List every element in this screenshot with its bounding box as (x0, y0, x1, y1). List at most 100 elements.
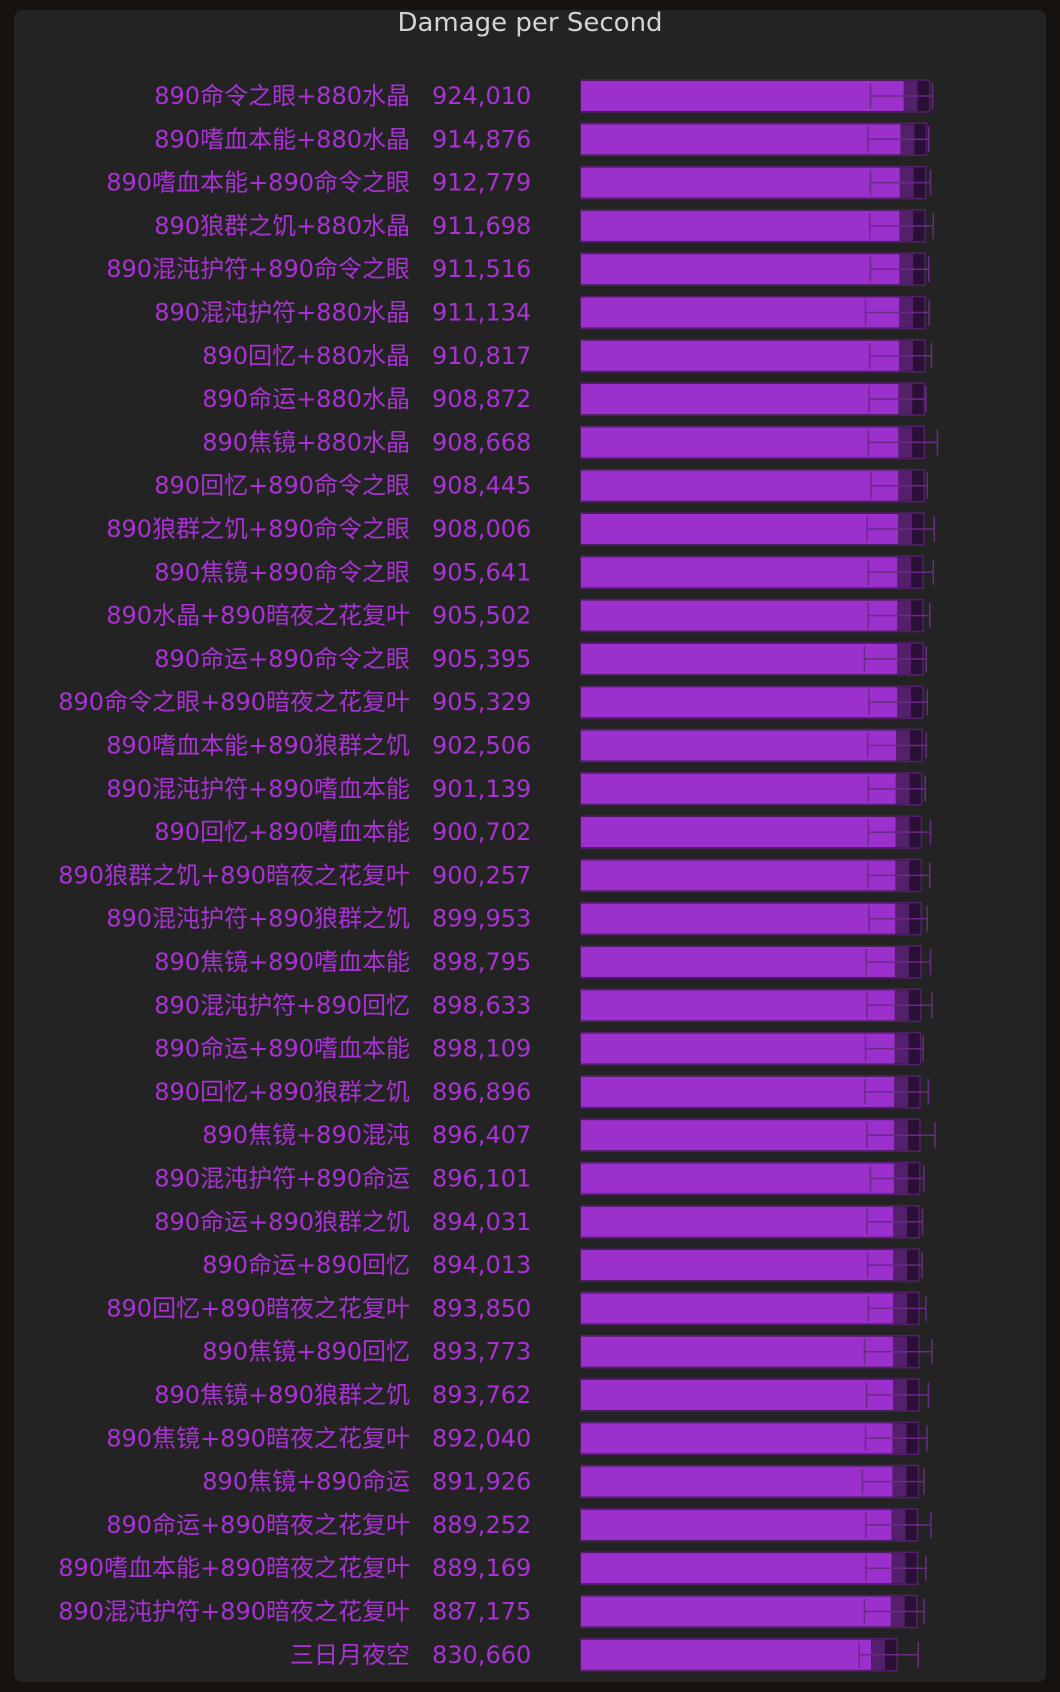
bar-row: 890嗜血本能+890暗夜之花复叶 889,169 (58, 1551, 927, 1585)
bar-row: 890回忆+890命令之眼 908,445 (154, 468, 929, 503)
value-label: 893,850 (432, 1294, 531, 1322)
bar-row: 890混沌护符+890命令之眼 911,516 (106, 252, 930, 286)
bar-row: 890狼群之饥+890暗夜之花复叶 900,257 (58, 858, 931, 893)
bar-row: 890焦镜+890命令之眼 905,641 (154, 555, 935, 590)
category-label: 890混沌护符+890暗夜之花复叶 (58, 1598, 410, 1626)
bar-row: 890水晶+890暗夜之花复叶 905,502 (106, 598, 931, 633)
value-label: 911,134 (432, 299, 531, 327)
value-label: 893,762 (432, 1381, 531, 1409)
bar (581, 817, 896, 848)
bar (581, 427, 899, 458)
bar-row: 890命运+890回忆 894,013 (202, 1248, 923, 1282)
bar-row: 890焦镜+890狼群之饥 893,762 (154, 1378, 930, 1412)
value-label: 905,395 (432, 645, 531, 673)
bar (581, 947, 895, 977)
category-label: 890焦镜+890命令之眼 (154, 558, 410, 586)
bar (581, 1466, 893, 1497)
bar-row: 890狼群之饥+890命令之眼 908,006 (106, 512, 936, 546)
value-label: 910,817 (432, 342, 531, 370)
bar (581, 990, 895, 1021)
category-label: 890混沌护符+890命运 (154, 1165, 410, 1193)
bar-row: 890混沌护符+890回忆 898,633 (154, 988, 933, 1023)
bar (581, 210, 900, 241)
value-label: 892,040 (432, 1424, 531, 1452)
category-label: 890焦镜+890回忆 (202, 1338, 410, 1366)
bar-row: 890焦镜+890嗜血本能 898,795 (154, 945, 932, 979)
bar (581, 1120, 894, 1151)
category-label: 890混沌护符+890回忆 (154, 991, 410, 1019)
bar (581, 1423, 893, 1454)
category-label: 890命运+890命令之眼 (154, 645, 410, 673)
category-label: 890混沌护符+890命令之眼 (106, 255, 410, 283)
value-label: 830,660 (432, 1641, 531, 1669)
value-label: 912,779 (432, 169, 531, 197)
value-label: 908,006 (432, 515, 531, 543)
bar (581, 687, 898, 718)
category-label: 890命令之眼+890暗夜之花复叶 (58, 688, 410, 716)
category-label: 890狼群之饥+880水晶 (154, 212, 410, 240)
bar-row: 890命运+890嗜血本能 898,109 (154, 1031, 924, 1066)
bar-row: 890嗜血本能+880水晶 914,876 (154, 122, 930, 157)
bar (581, 860, 896, 891)
bar-row: 三日月夜空 830,660 (290, 1638, 920, 1672)
bar (581, 470, 899, 501)
category-label: 890焦镜+890混沌 (202, 1121, 410, 1149)
category-label: 890水晶+890暗夜之花复叶 (106, 602, 410, 630)
category-label: 890混沌护符+890狼群之饥 (106, 905, 410, 933)
value-label: 908,872 (432, 385, 531, 413)
category-label: 890狼群之饥+890命令之眼 (106, 515, 410, 543)
bar (581, 297, 900, 328)
category-label: 890嗜血本能+880水晶 (154, 125, 410, 153)
value-label: 898,109 (432, 1035, 531, 1063)
category-label: 890混沌护符+880水晶 (154, 299, 410, 327)
value-label: 905,329 (432, 688, 531, 716)
value-label: 893,773 (432, 1338, 531, 1366)
value-label: 887,175 (432, 1598, 531, 1626)
category-label: 890嗜血本能+890暗夜之花复叶 (58, 1554, 410, 1582)
value-label: 900,257 (432, 861, 531, 889)
category-label: 890命运+890暗夜之花复叶 (106, 1511, 410, 1539)
bar (581, 1639, 872, 1670)
bar-row: 890混沌护符+890暗夜之花复叶 887,175 (58, 1594, 925, 1629)
bar (581, 1033, 895, 1064)
bar-row: 890混沌护符+890狼群之饥 899,953 (106, 901, 929, 936)
category-label: 890嗜血本能+890狼群之饥 (106, 732, 410, 760)
bar-row: 890焦镜+890混沌 896,407 (202, 1118, 936, 1152)
bar (581, 903, 896, 934)
bar-row: 890命运+890命令之眼 905,395 (154, 642, 928, 676)
value-label: 908,668 (432, 428, 531, 456)
bar-row: 890狼群之饥+880水晶 911,698 (154, 209, 935, 243)
category-label: 890焦镜+890狼群之饥 (154, 1381, 410, 1409)
bar (581, 254, 900, 285)
bar-row: 890命令之眼+880水晶 924,010 (154, 79, 934, 113)
bar (581, 1293, 894, 1324)
bar (581, 1336, 894, 1367)
bar (581, 1553, 892, 1584)
value-label: 896,407 (432, 1121, 531, 1149)
bar (581, 1250, 894, 1281)
value-label: 908,445 (432, 472, 531, 500)
bar-row: 890混沌护符+890命运 896,101 (154, 1161, 925, 1196)
category-label: 890回忆+890暗夜之花复叶 (106, 1294, 410, 1322)
chart-title: Damage per Second (397, 8, 663, 38)
value-label: 891,926 (432, 1468, 531, 1496)
category-label: 890命运+890回忆 (202, 1251, 410, 1279)
bar (581, 124, 901, 155)
value-label: 898,633 (432, 991, 531, 1019)
category-label: 890回忆+880水晶 (202, 342, 410, 370)
bar (581, 384, 899, 415)
category-label: 890嗜血本能+890命令之眼 (106, 169, 410, 197)
bar (581, 81, 904, 111)
value-label: 914,876 (432, 125, 531, 153)
bar (581, 773, 896, 804)
category-label: 890回忆+890命令之眼 (154, 472, 410, 500)
category-label: 890命运+890嗜血本能 (154, 1035, 410, 1063)
bar-row: 890焦镜+890命运 891,926 (202, 1464, 925, 1499)
category-label: 三日月夜空 (290, 1641, 410, 1669)
bar (581, 1596, 891, 1627)
value-label: 889,252 (432, 1511, 531, 1539)
bar (581, 600, 898, 631)
category-label: 890回忆+890嗜血本能 (154, 818, 410, 846)
bar-row: 890回忆+880水晶 910,817 (202, 339, 933, 373)
